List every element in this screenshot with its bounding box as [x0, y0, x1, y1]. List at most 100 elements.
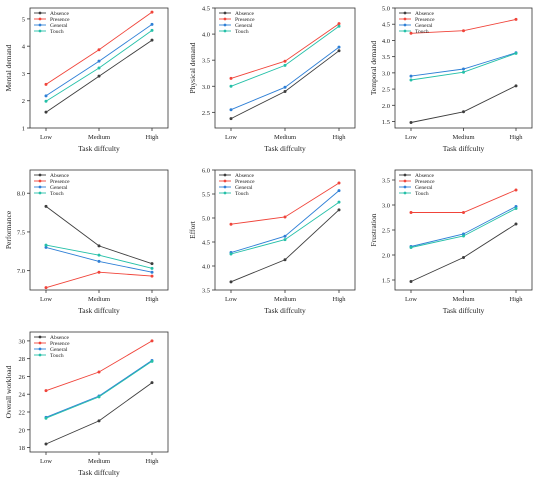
data-point-absence	[409, 280, 413, 283]
x-tick-label: Medium	[274, 134, 296, 141]
y-axis-title: Performance	[4, 210, 13, 249]
data-point-touch	[44, 416, 48, 420]
legend-label-touch: Touch	[235, 191, 249, 197]
chart-panel-7: 18 20 22 24 26 28 30 Low Medium High Task diffcult…	[4, 331, 169, 477]
x-tick-label: Medium	[88, 134, 110, 141]
x-tick-label: Low	[225, 134, 237, 141]
data-point-touch	[462, 234, 465, 238]
data-point-touch	[150, 266, 154, 270]
data-point-presence	[409, 211, 413, 214]
y-tick-label: 4.0	[202, 32, 210, 39]
data-point-general	[97, 59, 101, 63]
legend-marker-general	[38, 347, 42, 351]
legend-marker-presence	[403, 17, 407, 21]
data-point-touch	[97, 395, 101, 399]
data-point-touch	[150, 359, 154, 363]
y-tick-label: 2.0	[382, 103, 390, 110]
data-point-touch	[97, 66, 101, 70]
x-tick-label: Low	[225, 296, 237, 303]
data-point-absence	[462, 110, 465, 114]
data-point-general	[97, 259, 101, 263]
y-axis-title: Effort	[188, 220, 197, 239]
legend-marker-general	[223, 185, 227, 189]
data-point-presence	[462, 211, 465, 214]
data-point-absence	[229, 117, 233, 121]
data-point-absence	[229, 280, 233, 284]
series-line-absence	[410, 85, 517, 123]
series-line-touch	[45, 360, 153, 419]
legend-marker-presence	[403, 179, 407, 183]
data-point-absence	[462, 256, 465, 259]
legend-label-absence: Absence	[50, 335, 69, 341]
data-point-presence	[97, 270, 101, 274]
data-point-touch	[514, 51, 518, 55]
y-tick-label: 1.5	[382, 119, 390, 126]
x-axis-title: Task diffculty	[78, 468, 120, 477]
x-axis-title: Task diffculty	[78, 144, 120, 153]
data-point-touch	[229, 84, 233, 88]
series-line-general	[45, 360, 153, 418]
legend-label-touch: Touch	[415, 191, 429, 197]
data-point-presence	[44, 82, 48, 86]
data-point-touch	[462, 70, 465, 74]
series-line-general	[45, 246, 153, 273]
y-tick-label: 3	[22, 71, 25, 78]
legend-marker-touch	[38, 191, 42, 195]
y-axis-title: Temporal demand	[369, 41, 378, 95]
chart-panel-5: 3.5 4.0 4.5 5.0 5.5 6.0 Low Medium High Task diff…	[188, 168, 356, 315]
data-point-touch	[409, 78, 413, 82]
y-tick-label: 8.0	[17, 191, 25, 198]
y-tick-label: 24	[19, 392, 26, 399]
legend-label-touch: Touch	[50, 29, 64, 35]
data-point-touch	[409, 246, 413, 249]
data-point-presence	[97, 48, 101, 52]
data-point-general	[44, 94, 48, 98]
x-tick-label: High	[510, 134, 524, 141]
data-point-presence	[150, 339, 154, 343]
legend-label-general: General	[415, 23, 433, 29]
data-point-absence	[283, 258, 287, 262]
legend-marker-touch	[223, 191, 227, 195]
y-tick-label: 3.5	[202, 288, 210, 295]
legend-label-absence: Absence	[415, 173, 434, 179]
data-point-absence	[514, 222, 518, 226]
data-point-general	[150, 22, 154, 26]
data-point-touch	[150, 28, 154, 32]
series-line-touch	[45, 244, 153, 269]
y-tick-label: 2.5	[382, 87, 390, 94]
x-tick-label: High	[146, 296, 160, 303]
legend-label-absence: Absence	[50, 173, 69, 179]
y-tick-label: 2.5	[202, 110, 210, 117]
legend-label-absence: Absence	[235, 173, 254, 179]
data-point-absence	[514, 84, 518, 88]
y-tick-label: 5.0	[382, 6, 390, 13]
series-line-touch	[45, 30, 153, 102]
data-point-general	[337, 45, 341, 49]
legend-marker-absence	[403, 11, 407, 15]
y-tick-label: 28	[19, 356, 26, 363]
legend-label-presence: Presence	[415, 179, 435, 185]
data-point-presence	[283, 59, 287, 63]
legend-marker-presence	[223, 17, 227, 21]
x-tick-label: Low	[405, 296, 417, 303]
x-tick-label: Low	[40, 134, 52, 141]
y-tick-label: 2.0	[382, 253, 390, 260]
x-tick-label: High	[510, 296, 524, 303]
y-tick-label: 4.5	[382, 22, 390, 29]
y-tick-label: 3.0	[202, 84, 210, 91]
data-point-presence	[229, 76, 233, 80]
legend-label-touch: Touch	[235, 29, 249, 35]
y-tick-label: 4	[22, 44, 26, 51]
legend-marker-absence	[38, 335, 42, 339]
y-tick-label: 1.5	[382, 278, 390, 285]
chart-panel-2: 2.5 3.0 3.5 4.0 4.5 Low Medium High Task diffcul…	[188, 6, 356, 153]
data-point-absence	[44, 110, 48, 114]
data-point-absence	[44, 442, 48, 446]
data-point-absence	[150, 38, 154, 42]
legend-marker-presence	[38, 341, 42, 345]
